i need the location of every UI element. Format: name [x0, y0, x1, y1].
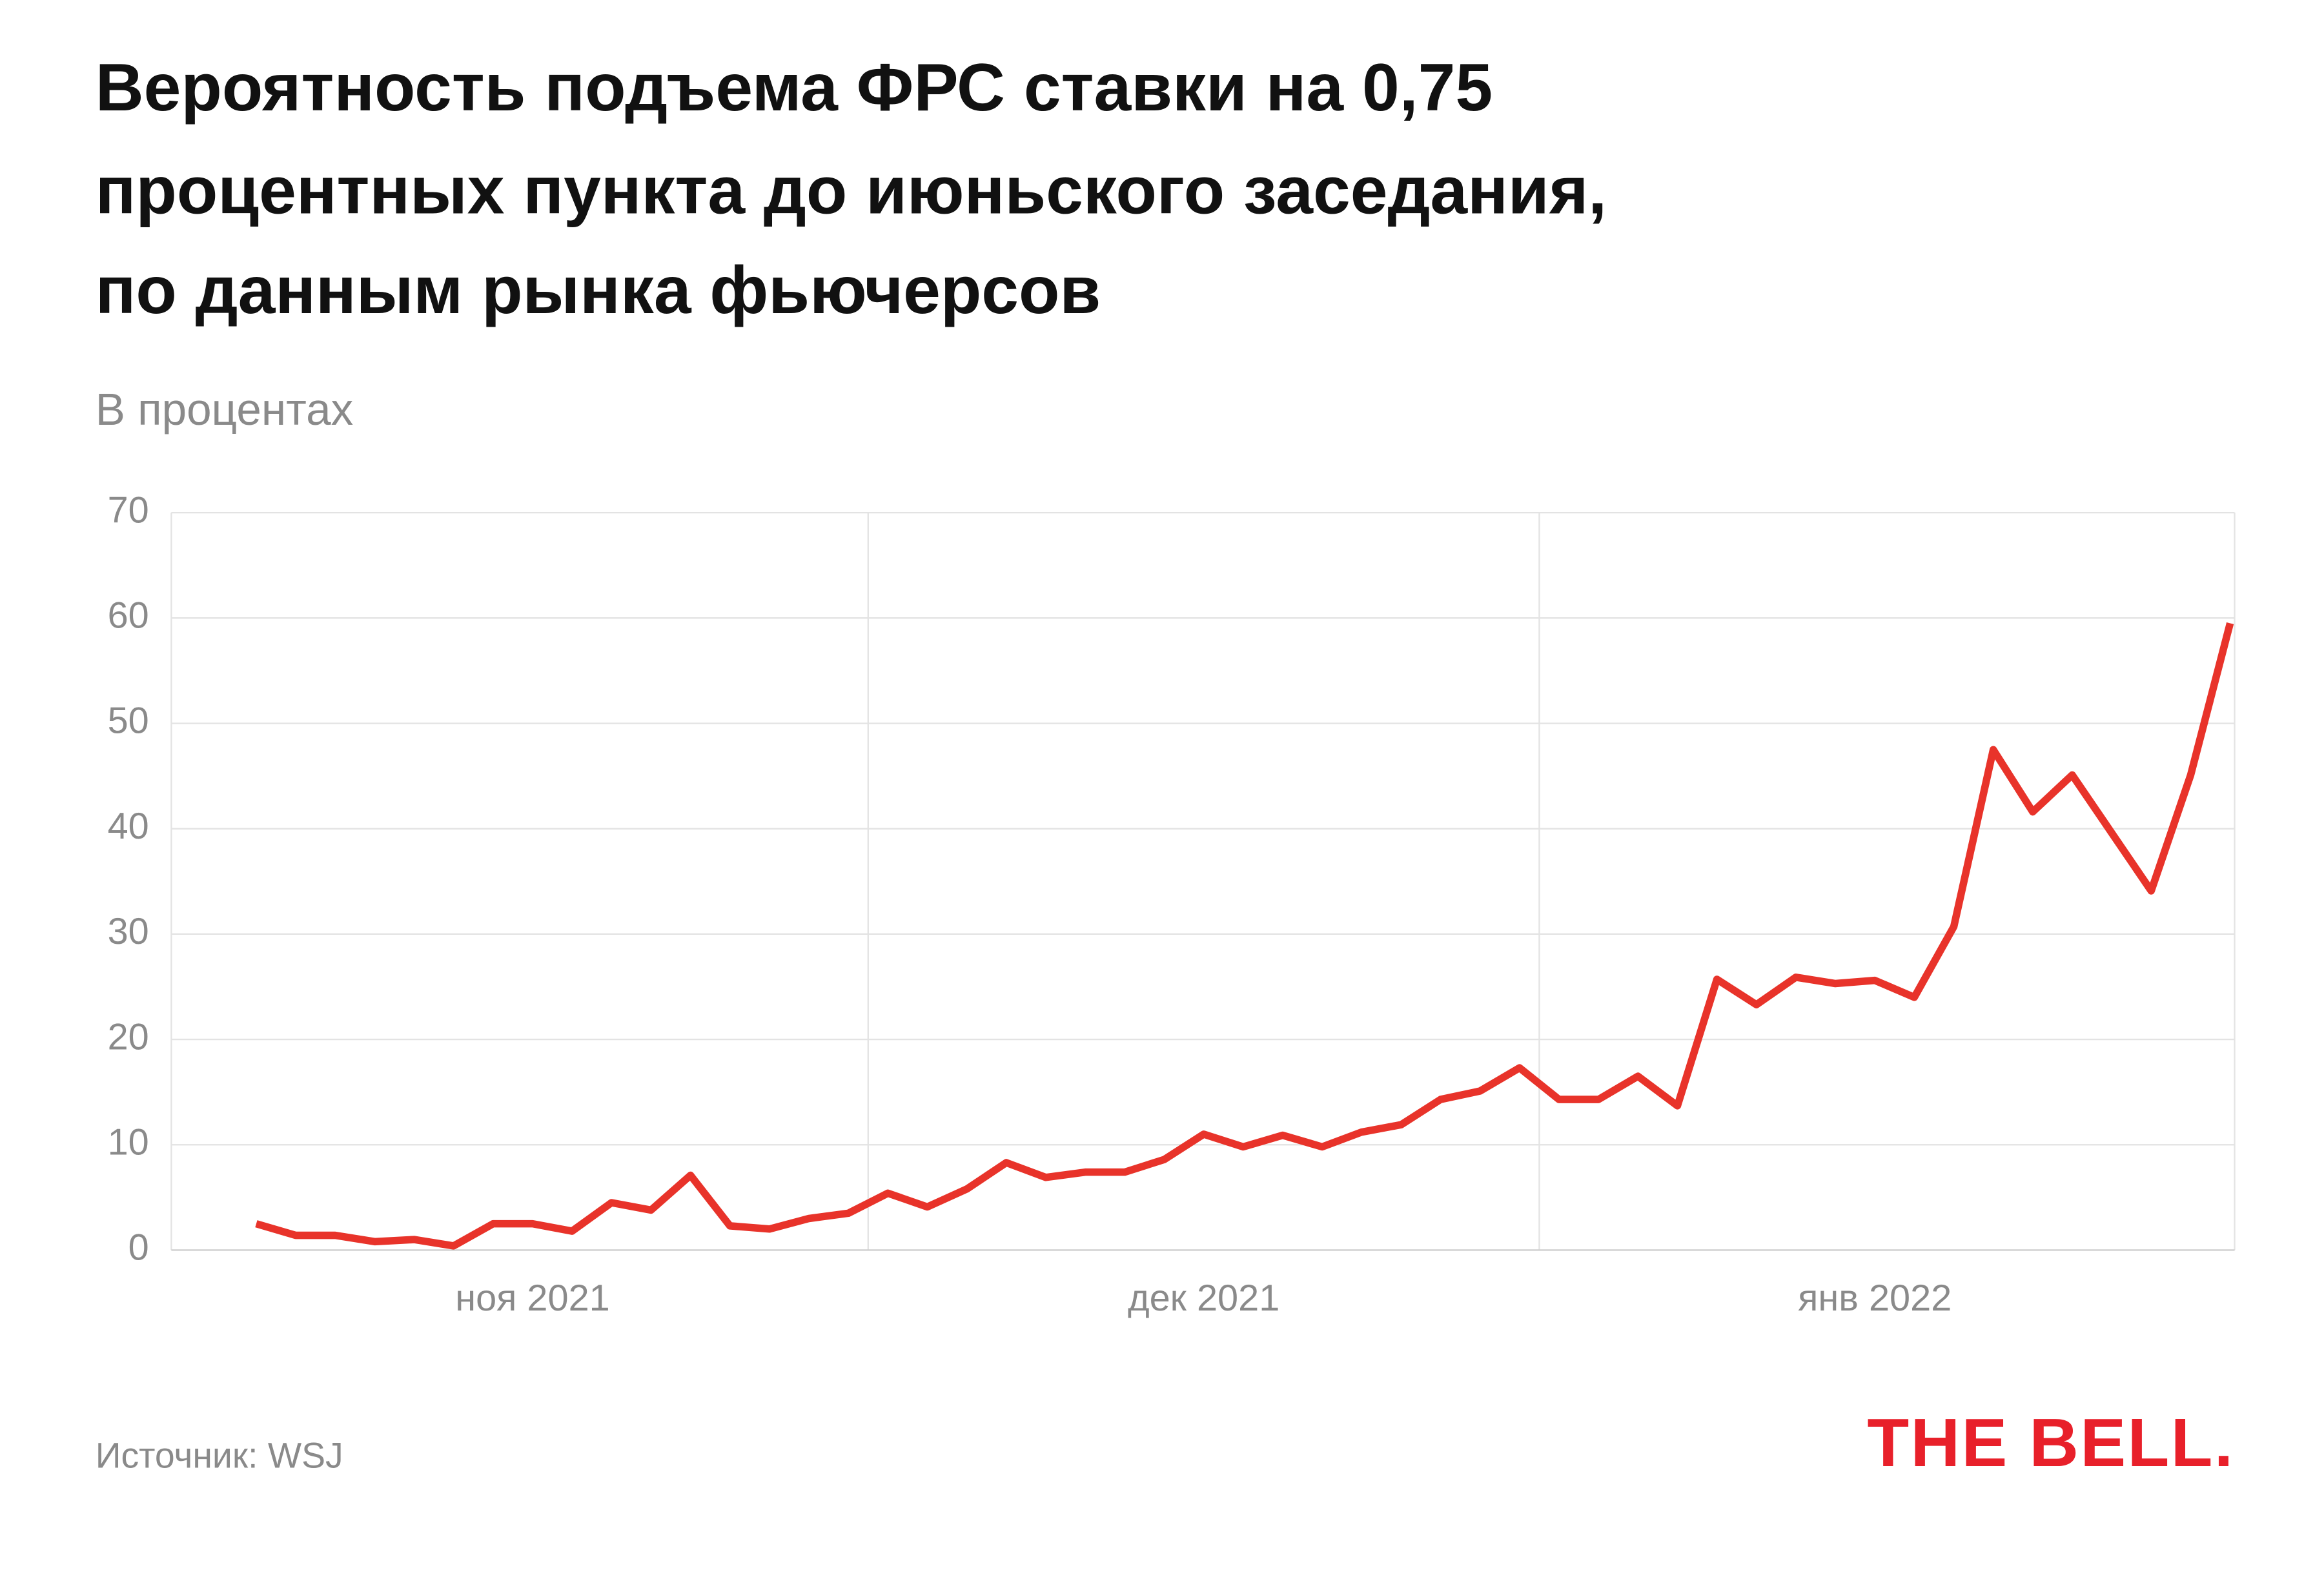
y-tick-label: 10: [108, 1121, 149, 1163]
y-tick-label: 20: [108, 1016, 149, 1057]
x-tick-label: янв 2022: [1798, 1278, 1952, 1319]
y-tick-label: 70: [108, 489, 149, 531]
x-tick-label: дек 2021: [1128, 1278, 1279, 1319]
series-line: [255, 622, 2234, 1250]
subtitle: В процентах: [96, 384, 354, 434]
y-tick-label: 40: [108, 806, 149, 847]
y-tick-label: 0: [128, 1227, 149, 1269]
title-line: процентных пункта до июньского заседания…: [96, 153, 1607, 228]
logo: THE BELL.: [1867, 1405, 2234, 1481]
y-tick-label: 60: [108, 595, 149, 637]
title-line: Вероятность подъема ФРС ставки на 0,75: [96, 50, 1493, 125]
y-tick-label: 30: [108, 911, 149, 952]
x-tick-label: ноя 2021: [455, 1278, 610, 1319]
y-tick-label: 50: [108, 700, 149, 742]
title-line: по данным рынка фьючерсов: [96, 253, 1101, 328]
source: Источник: WSJ: [96, 1435, 343, 1475]
